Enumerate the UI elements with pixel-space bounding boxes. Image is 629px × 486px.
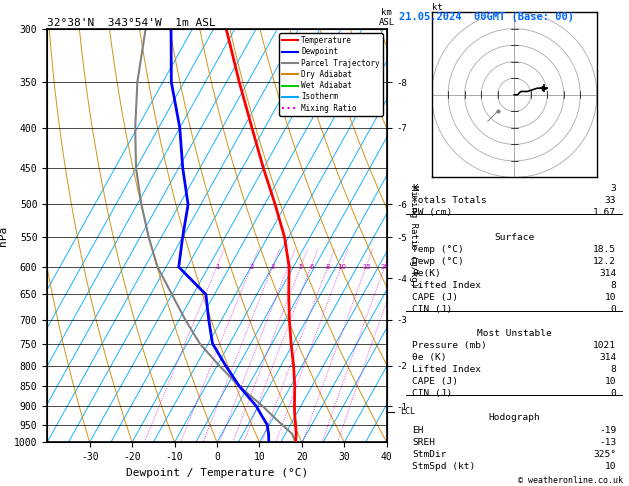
Text: Totals Totals: Totals Totals [412, 196, 487, 206]
Text: 21.05.2024  00GMT (Base: 00): 21.05.2024 00GMT (Base: 00) [399, 12, 574, 22]
Text: 6: 6 [309, 264, 314, 270]
Text: CIN (J): CIN (J) [412, 389, 452, 399]
Text: Lifted Index: Lifted Index [412, 281, 481, 290]
Text: Temp (°C): Temp (°C) [412, 244, 464, 254]
Text: EH: EH [412, 426, 424, 434]
Text: 8: 8 [611, 365, 616, 374]
Text: 314: 314 [599, 353, 616, 362]
Text: 5: 5 [299, 264, 303, 270]
Text: -13: -13 [599, 437, 616, 447]
Text: K: K [412, 184, 418, 193]
Legend: Temperature, Dewpoint, Parcel Trajectory, Dry Adiabat, Wet Adiabat, Isotherm, Mi: Temperature, Dewpoint, Parcel Trajectory… [279, 33, 383, 116]
Text: SREH: SREH [412, 437, 435, 447]
X-axis label: Dewpoint / Temperature (°C): Dewpoint / Temperature (°C) [126, 468, 308, 478]
Text: CAPE (J): CAPE (J) [412, 293, 458, 302]
Text: 1.67: 1.67 [593, 208, 616, 217]
Text: θe(K): θe(K) [412, 269, 441, 278]
Text: 20: 20 [381, 264, 389, 270]
Text: km
ASL: km ASL [379, 8, 395, 27]
Text: 8: 8 [611, 281, 616, 290]
Text: 15: 15 [362, 264, 371, 270]
Text: 0: 0 [611, 305, 616, 314]
Text: 4: 4 [286, 264, 291, 270]
Y-axis label: Mixing Ratio (g/kg): Mixing Ratio (g/kg) [409, 185, 418, 287]
Text: 10: 10 [604, 462, 616, 471]
Text: Surface: Surface [494, 233, 534, 242]
Text: 3: 3 [611, 184, 616, 193]
Text: 18.5: 18.5 [593, 244, 616, 254]
Text: 12.2: 12.2 [593, 257, 616, 266]
Text: PW (cm): PW (cm) [412, 208, 452, 217]
Text: CAPE (J): CAPE (J) [412, 377, 458, 386]
Text: 1021: 1021 [593, 341, 616, 350]
Text: 314: 314 [599, 269, 616, 278]
Text: 1: 1 [215, 264, 220, 270]
Text: 8: 8 [326, 264, 330, 270]
Y-axis label: hPa: hPa [0, 226, 8, 246]
Text: 32°38'N  343°54'W  1m ASL: 32°38'N 343°54'W 1m ASL [47, 18, 216, 28]
Text: StmDir: StmDir [412, 450, 447, 459]
Text: Hodograph: Hodograph [488, 414, 540, 422]
Text: 2: 2 [250, 264, 253, 270]
Text: 10: 10 [337, 264, 346, 270]
Text: © weatheronline.co.uk: © weatheronline.co.uk [518, 476, 623, 485]
Text: kt: kt [431, 3, 442, 12]
Text: 0: 0 [611, 389, 616, 399]
Text: θe (K): θe (K) [412, 353, 447, 362]
Text: -19: -19 [599, 426, 616, 434]
Text: Dewp (°C): Dewp (°C) [412, 257, 464, 266]
Text: Lifted Index: Lifted Index [412, 365, 481, 374]
Text: 10: 10 [604, 293, 616, 302]
Text: LCL: LCL [401, 407, 415, 417]
Text: 325°: 325° [593, 450, 616, 459]
Text: Pressure (mb): Pressure (mb) [412, 341, 487, 350]
Text: CIN (J): CIN (J) [412, 305, 452, 314]
Text: 33: 33 [604, 196, 616, 206]
Text: StmSpd (kt): StmSpd (kt) [412, 462, 476, 471]
Text: Most Unstable: Most Unstable [477, 329, 552, 338]
Text: 3: 3 [270, 264, 275, 270]
Text: 10: 10 [604, 377, 616, 386]
